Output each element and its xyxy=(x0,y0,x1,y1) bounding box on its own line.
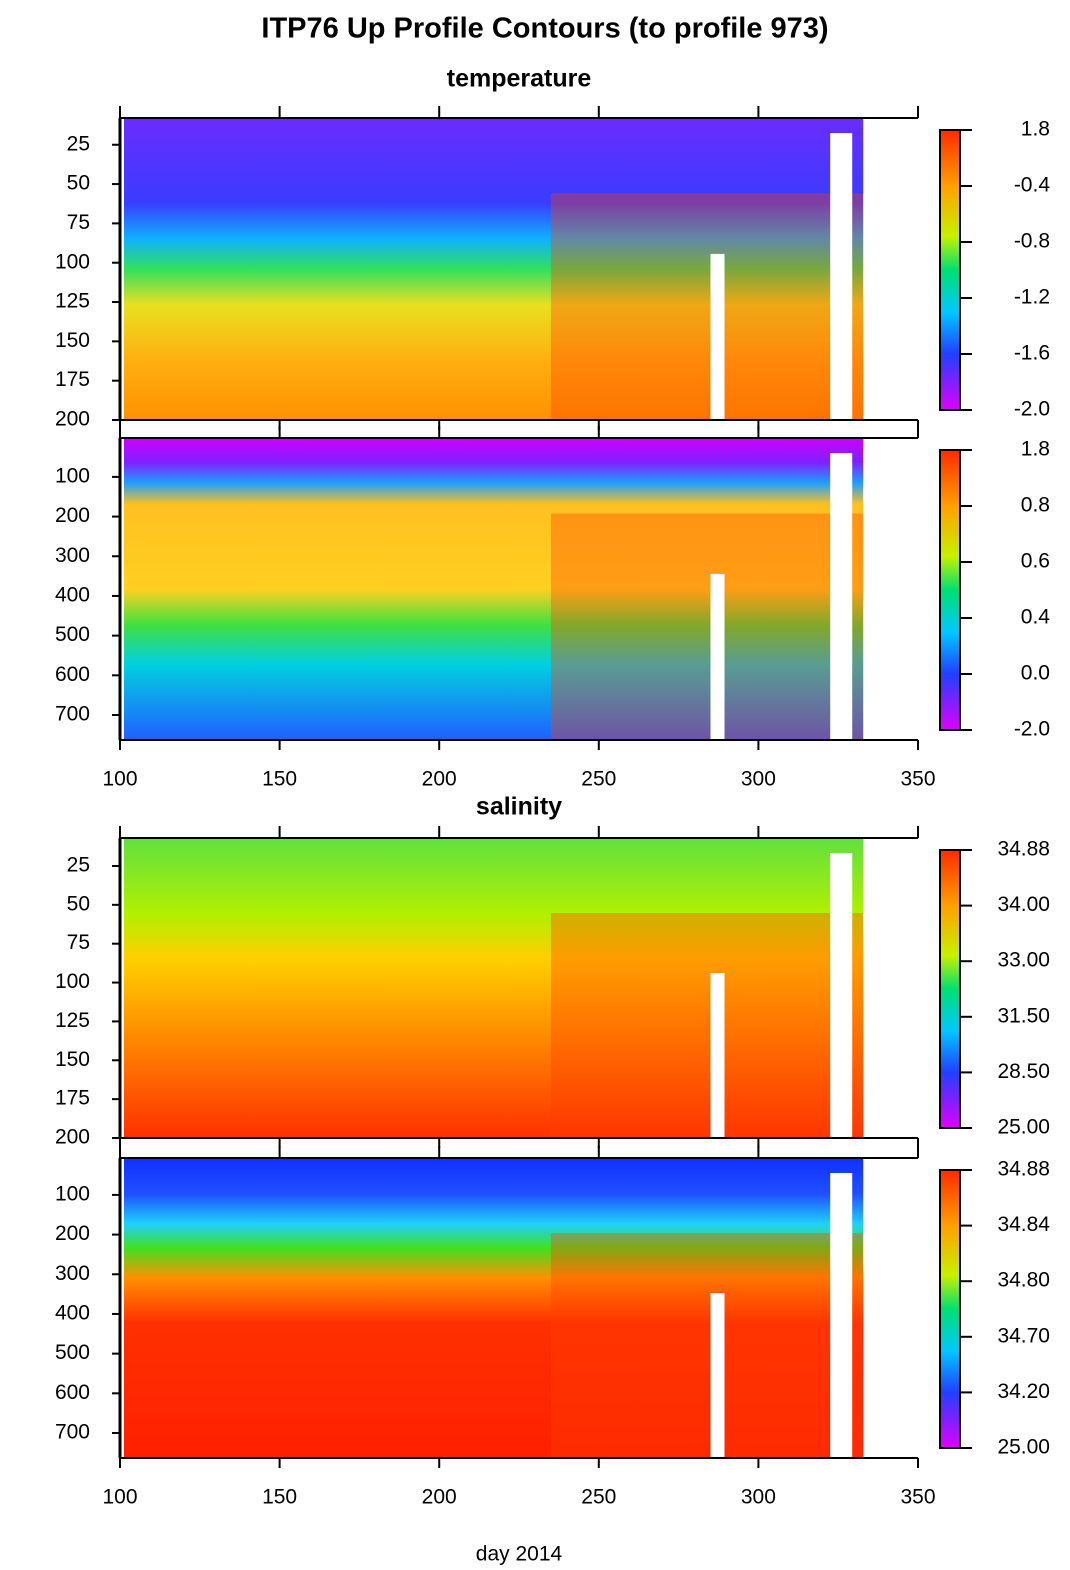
y-tick-label: 200 xyxy=(55,408,90,431)
x-tick-label: 350 xyxy=(900,1486,935,1509)
heatmap-shade xyxy=(550,913,864,1138)
y-tick-label: 700 xyxy=(55,1421,90,1444)
x-tick-label: 250 xyxy=(581,1486,616,1509)
gap xyxy=(710,1293,725,1458)
y-tick-label: 50 xyxy=(67,172,90,195)
y-tick-label: 100 xyxy=(55,970,90,993)
y-tick-label: 150 xyxy=(55,329,90,352)
y-tick-label: 300 xyxy=(55,544,90,567)
y-tick-label: 500 xyxy=(55,1341,90,1364)
colorbar-label: -0.4 xyxy=(1014,174,1051,197)
colorbar xyxy=(939,1169,961,1449)
gap xyxy=(830,453,853,740)
colorbar-label: 34.88 xyxy=(997,838,1050,861)
y-tick-label: 75 xyxy=(67,211,90,234)
colorbar xyxy=(939,449,961,731)
y-tick-label: 400 xyxy=(55,1301,90,1324)
colorbar-label: 34.88 xyxy=(997,1158,1050,1181)
colorbar-label: 34.70 xyxy=(997,1324,1050,1347)
colorbar-label: -0.8 xyxy=(1014,230,1050,253)
x-tick-label: 250 xyxy=(581,768,616,791)
colorbar-label: 34.00 xyxy=(997,893,1050,916)
gap xyxy=(830,133,853,420)
x-tick-label: 200 xyxy=(422,768,457,791)
y-tick-label: 400 xyxy=(55,583,90,606)
y-tick-label: 25 xyxy=(67,854,90,877)
y-tick-label: 175 xyxy=(55,368,90,391)
x-tick-label: 100 xyxy=(102,768,137,791)
y-tick-label: 175 xyxy=(55,1087,90,1110)
gap xyxy=(710,573,725,740)
colorbar-label: -1.2 xyxy=(1014,286,1050,309)
colorbar-label: -2.0 xyxy=(1014,398,1050,421)
x-tick-label: 150 xyxy=(262,1486,297,1509)
x-axis-label: day 2014 xyxy=(476,1543,563,1566)
gap xyxy=(830,1173,853,1458)
colorbar-label: -1.6 xyxy=(1014,342,1050,365)
y-tick-label: 150 xyxy=(55,1048,90,1071)
y-tick-label: 125 xyxy=(55,290,90,313)
colorbar-label: 34.20 xyxy=(997,1380,1050,1403)
colorbar-label: 0.6 xyxy=(1021,550,1050,573)
y-tick-label: 100 xyxy=(55,464,90,487)
colorbar-label: 0.4 xyxy=(1021,606,1051,629)
x-tick-label: 150 xyxy=(262,768,297,791)
heatmap xyxy=(124,1158,864,1458)
chart-title: ITP76 Up Profile Contours (to profile 97… xyxy=(261,13,828,45)
colorbar xyxy=(939,129,961,411)
y-tick-label: 200 xyxy=(55,504,90,527)
colorbar-label: 25.00 xyxy=(997,1116,1050,1139)
colorbar-label: 28.50 xyxy=(997,1060,1050,1083)
heatmap-shade xyxy=(550,193,864,420)
y-tick-label: 500 xyxy=(55,623,90,646)
colorbar-label: 34.80 xyxy=(997,1269,1050,1292)
colorbar-label: 1.8 xyxy=(1021,438,1050,461)
y-tick-label: 600 xyxy=(55,1381,90,1404)
x-tick-label: 300 xyxy=(741,1486,776,1509)
subtitle: salinity xyxy=(476,793,562,821)
colorbar-label: 25.00 xyxy=(997,1436,1050,1459)
heatmap xyxy=(124,118,864,420)
subtitle: temperature xyxy=(447,65,592,93)
y-tick-label: 75 xyxy=(67,931,90,954)
y-tick-label: 300 xyxy=(55,1262,90,1285)
x-tick-label: 350 xyxy=(900,768,935,791)
gap xyxy=(830,853,853,1138)
x-tick-label: 300 xyxy=(741,768,776,791)
y-tick-label: 50 xyxy=(67,892,90,915)
heatmap xyxy=(124,438,864,740)
colorbar-label: 1.8 xyxy=(1021,118,1050,141)
y-tick-label: 25 xyxy=(67,132,90,155)
heatmap-shade xyxy=(550,1233,864,1458)
heatmap xyxy=(124,838,864,1138)
gap xyxy=(710,973,725,1138)
colorbar-label: 34.84 xyxy=(997,1213,1050,1236)
colorbar xyxy=(939,849,961,1129)
x-tick-label: 200 xyxy=(422,1486,457,1509)
colorbar-label: 31.50 xyxy=(997,1004,1050,1027)
y-tick-label: 200 xyxy=(55,1126,90,1149)
y-tick-label: 600 xyxy=(55,663,90,686)
y-tick-label: 200 xyxy=(55,1222,90,1245)
colorbar-label: 0.8 xyxy=(1021,494,1050,517)
colorbar-label: -2.0 xyxy=(1014,718,1050,741)
y-tick-label: 100 xyxy=(55,250,90,273)
x-tick-label: 100 xyxy=(102,1486,137,1509)
y-tick-label: 100 xyxy=(55,1182,90,1205)
y-tick-label: 125 xyxy=(55,1009,90,1032)
colorbar-label: 0.0 xyxy=(1021,662,1050,685)
y-tick-label: 700 xyxy=(55,703,90,726)
heatmap-shade xyxy=(550,513,864,740)
gap xyxy=(710,253,725,420)
colorbar-label: 33.00 xyxy=(997,949,1050,972)
